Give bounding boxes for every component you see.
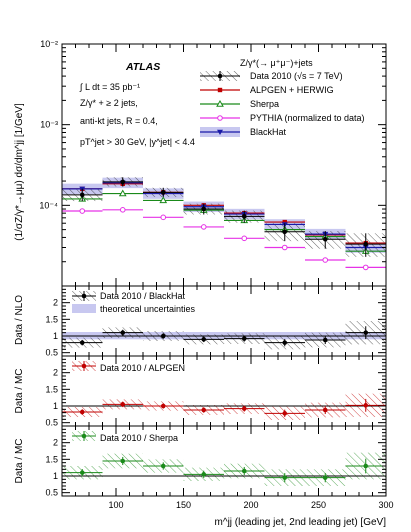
pythia-marker <box>322 257 329 263</box>
data-point <box>201 206 207 212</box>
ratio-point <box>201 472 207 477</box>
data-point <box>160 190 166 195</box>
pythia-marker <box>362 264 369 271</box>
ratio-point <box>120 402 126 407</box>
ratio-point <box>363 463 369 469</box>
ratio-legend-marker <box>81 293 87 299</box>
legend-data: Data 2010 (√s = 7 TeV) <box>250 71 343 81</box>
ratio2-y-axis-title: Data / MC <box>14 368 25 413</box>
ratio-point <box>322 407 328 413</box>
legend-data-marker <box>217 73 223 79</box>
legend-sherpa-marker <box>216 99 224 107</box>
algorithm-label: anti-kt jets, R = 0.4, <box>80 116 158 126</box>
alpgen-marker <box>282 219 287 225</box>
x-tick-label: 100 <box>108 500 123 510</box>
sherpa-marker <box>159 196 168 204</box>
ratio1-legend-band: theoretical uncertainties <box>100 304 196 314</box>
x-tick-label: 200 <box>243 500 258 510</box>
x-tick-label: 250 <box>311 500 326 510</box>
legend-sherpa: Sherpa <box>250 99 279 109</box>
ratio-point <box>363 330 369 335</box>
lumi-label: ∫ L dt = 35 pb⁻¹ <box>79 82 140 92</box>
ratio-legend-marker <box>81 433 87 439</box>
ratio-point <box>79 409 85 415</box>
legend-blackhat: BlackHat <box>250 127 287 137</box>
pythia-marker <box>160 214 167 221</box>
ratio-y-tick-label: 2 <box>53 438 58 448</box>
ratio-y-tick-label: 2 <box>53 298 58 308</box>
atlas-label: ATLAS <box>125 61 160 73</box>
ratio-point <box>201 407 207 413</box>
ratio-y-tick-label: 1.5 <box>45 454 58 464</box>
ratio-point <box>201 337 207 342</box>
ratio1-y-axis-title: Data / NLO <box>14 295 25 345</box>
ratio-point <box>241 468 247 474</box>
ratio-y-tick-label: 1 <box>53 331 58 341</box>
ratio-point <box>282 411 288 416</box>
pythia-marker <box>79 208 86 214</box>
ratio-point <box>120 330 126 335</box>
pythia-marker <box>281 244 288 251</box>
x-tick-label: 150 <box>176 500 191 510</box>
legend-title: Z/γ*(→ μ⁺μ⁻)+jets <box>240 58 313 68</box>
data-point <box>322 236 328 242</box>
ratio-point <box>160 333 166 339</box>
ratio-point <box>282 475 288 480</box>
legend-pythia: PYTHIA (normalized to data) <box>250 113 365 123</box>
ratio-y-tick-label: 1 <box>53 401 58 411</box>
ratio-point <box>282 340 288 345</box>
data-point <box>363 241 369 247</box>
data-point <box>241 214 247 219</box>
ratio-point <box>160 463 166 469</box>
data-point <box>120 179 126 185</box>
ratio-y-tick-label: 0.5 <box>45 418 58 428</box>
legend-pythia-marker <box>217 115 223 121</box>
ratio2-legend-data: Data 2010 / ALPGEN <box>100 363 185 373</box>
ratio1-legend-data: Data 2010 / BlackHat <box>100 291 186 301</box>
ratio-point <box>79 340 85 345</box>
ratio-point <box>363 403 369 408</box>
ratio-point <box>160 403 166 409</box>
ratio-y-tick-label: 1 <box>53 471 58 481</box>
legend-alpgen-marker <box>217 87 223 93</box>
x-axis-title: m^jj (leading jet, 2nd leading jet) [GeV… <box>215 517 387 528</box>
main-y-axis-title: (1/σZ/γ*→μμ) dσ/dm^jj [1/GeV] <box>14 103 25 241</box>
data-point <box>79 192 85 198</box>
ratio-legend-marker <box>81 363 87 369</box>
main-y-tick-label: 10⁻⁴ <box>39 200 58 210</box>
ratio-y-tick-label: 1.5 <box>45 314 58 324</box>
ratio-point <box>322 337 328 343</box>
legend-blackhat-marker <box>217 129 223 135</box>
ratio-y-tick-label: 0.5 <box>45 348 58 358</box>
pythia-marker <box>200 224 207 230</box>
ratio-legend-band <box>72 304 96 313</box>
ratio3-y-axis-title: Data / MC <box>14 438 25 483</box>
ratio-point <box>79 470 85 475</box>
main-y-tick-label: 10⁻² <box>40 39 58 49</box>
ratio-point <box>322 475 328 480</box>
ratio-y-tick-label: 1.5 <box>45 384 58 394</box>
legend-alpgen: ALPGEN + HERWIG <box>250 85 334 95</box>
ratio-point <box>241 336 247 341</box>
selection-label: Z/γ* + ≥ 2 jets, <box>80 98 138 108</box>
sherpa-marker <box>118 189 127 197</box>
ratio3-legend-data: Data 2010 / Sherpa <box>100 433 178 443</box>
x-tick-label: 300 <box>378 500 393 510</box>
pythia-marker <box>119 207 126 213</box>
data-layer <box>62 71 386 483</box>
main-y-tick-label: 10⁻³ <box>40 120 58 130</box>
ratio-point <box>241 406 247 411</box>
ratio-point <box>120 458 126 464</box>
data-point <box>282 229 288 235</box>
ratio-y-tick-label: 2 <box>53 368 58 378</box>
cuts-label: pT^jet > 30 GeV, |y^jet| < 4.4 <box>80 137 195 147</box>
pythia-marker <box>241 235 248 242</box>
frame-layer: 10⁻⁴ 10⁻³ 10⁻² 0.5 1 1.5 2 0.5 1 1.5 2 0.5 1 1.5 2 100 1… <box>39 39 393 510</box>
ratio-y-tick-label: 0.5 <box>45 488 58 498</box>
